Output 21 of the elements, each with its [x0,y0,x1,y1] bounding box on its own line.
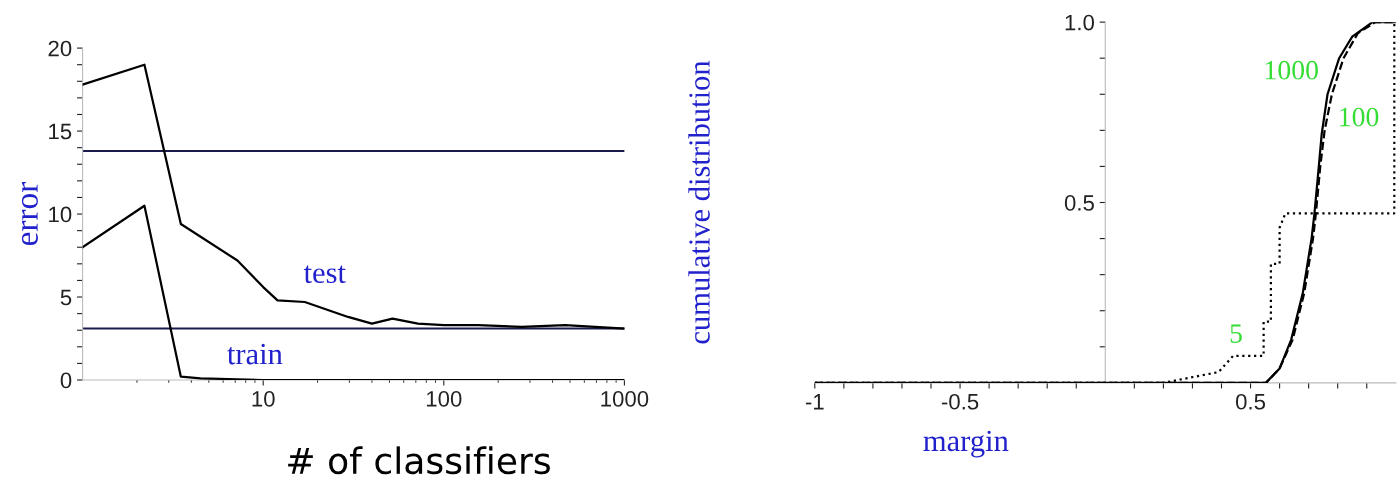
y-tick-label: 1.0 [1065,14,1095,31]
y-tick-label: 20 [48,40,72,57]
series-label: train [227,343,283,365]
series-label: test [303,265,346,284]
x-axis-title: margin [923,430,1009,458]
y-tick-label: 5 [60,289,72,306]
x-tick-label: 10 [252,390,275,407]
x-tick-label: 0.5 [1235,393,1266,410]
y-axis-title: cumulative distribution [688,60,710,344]
series-label: 5 [1230,324,1242,343]
x-tick-label: -1 [805,394,824,410]
x-tick-label: 100 [426,390,462,407]
y-axis-title: error [21,181,38,246]
y-tick-label: 10 [49,206,72,223]
x-axis-title: # of classifiers [288,446,550,475]
y-tick-label: 15 [49,123,72,140]
series-label: 100 [1340,107,1379,127]
x-tick-label: -0.5 [941,393,979,410]
series-label: 1000 [1265,60,1318,80]
y-tick-label: 0 [60,372,72,389]
x-tick-label: 1000 [601,390,649,407]
